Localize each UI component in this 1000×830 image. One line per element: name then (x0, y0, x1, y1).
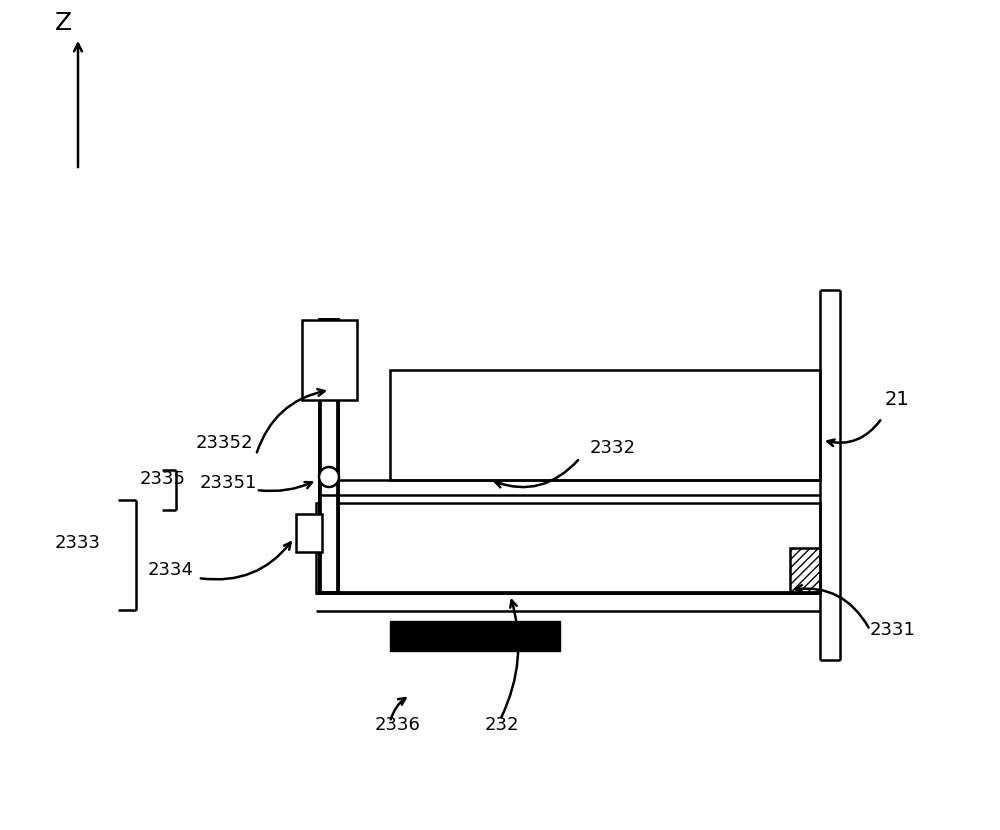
Text: 21: 21 (885, 390, 910, 409)
Circle shape (319, 467, 339, 487)
Text: 23351: 23351 (200, 474, 257, 492)
Text: 2334: 2334 (148, 561, 194, 579)
Bar (320, 320, 338, 593)
Text: 2332: 2332 (590, 439, 636, 457)
Text: 232: 232 (485, 716, 520, 734)
Bar (320, 320, 338, 593)
Text: 2331: 2331 (870, 621, 916, 639)
Bar (390, 370, 820, 480)
Text: Z: Z (55, 11, 72, 35)
Bar (316, 503, 820, 593)
Text: 2336: 2336 (375, 716, 421, 734)
Bar (390, 621, 560, 651)
Bar (790, 548, 820, 593)
Bar (296, 514, 322, 552)
Text: 2333: 2333 (55, 534, 101, 552)
Bar (302, 320, 357, 400)
Text: 23352: 23352 (196, 434, 254, 452)
Text: 2335: 2335 (140, 470, 186, 488)
